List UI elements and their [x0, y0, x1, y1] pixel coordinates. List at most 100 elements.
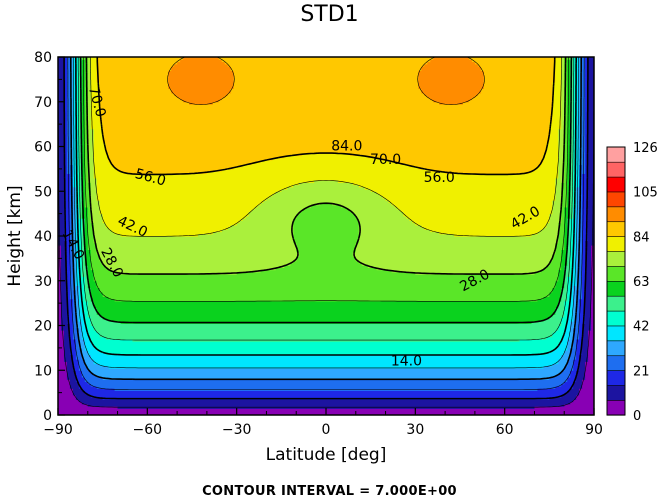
- contour-band-cell: [78, 399, 574, 403]
- contour-band-cell: [58, 222, 65, 226]
- contour-band-cell: [552, 88, 562, 92]
- contour-band-cell: [293, 236, 360, 239]
- contour-band-cell: [63, 150, 68, 154]
- contour-band-cell: [75, 159, 80, 163]
- contour-band-cell: [561, 90, 565, 94]
- contour-band-cell: [284, 155, 369, 159]
- contour-band-cell: [233, 74, 419, 78]
- contour-line-70: [85, 57, 567, 275]
- contour-band-cell: [585, 280, 592, 284]
- contour-band-cell: [75, 347, 83, 351]
- contour-band-cell: [585, 121, 589, 125]
- contour-band-cell: [299, 211, 354, 215]
- contour-band-cell: [427, 61, 476, 65]
- contour-band-cell: [75, 247, 80, 251]
- contour-band-cell: [72, 139, 77, 143]
- contour-band-cell: [66, 81, 71, 85]
- contour-band-cell: [81, 372, 95, 376]
- contour-band-cell: [69, 350, 77, 353]
- contour-band-cell: [561, 63, 565, 67]
- contour-band-cell: [90, 394, 562, 398]
- contour-band-cell: [78, 184, 83, 188]
- contour-band-cell: [87, 332, 101, 336]
- contour-band-cell: [102, 124, 550, 127]
- contour-band-cell: [84, 197, 92, 201]
- contour-band-cell: [87, 124, 92, 127]
- contour-band-cell: [331, 202, 393, 206]
- contour-band-cell: [78, 182, 83, 186]
- contour-band-cell: [555, 180, 565, 183]
- contour-band-cell: [573, 115, 577, 119]
- contour-band-cell: [81, 137, 86, 141]
- contour-band-cell: [570, 88, 574, 92]
- contour-band-cell: [567, 285, 571, 289]
- contour-band-cell: [582, 352, 589, 356]
- contour-band-cell: [75, 124, 80, 127]
- contour-band-cell: [570, 244, 574, 248]
- contour-band-cell: [570, 231, 574, 235]
- contour-band-cell: [84, 220, 89, 224]
- contour-band-cell: [63, 356, 74, 360]
- contour-band-cell: [66, 121, 71, 125]
- contour-band-cell: [567, 276, 574, 280]
- contour-band-cell: [555, 285, 565, 289]
- contour-band-cell: [588, 110, 594, 114]
- contour-band-cell: [561, 92, 565, 96]
- contour-band-cell: [579, 390, 594, 394]
- contour-band-cell: [78, 146, 83, 150]
- contour-band-cell: [72, 247, 77, 251]
- contour-band-cell: [552, 90, 562, 94]
- contour-band-cell: [573, 81, 577, 85]
- contour-band-cell: [570, 148, 574, 152]
- contour-band-cell: [561, 81, 565, 85]
- contour-band-cell: [72, 59, 77, 63]
- contour-band-cell: [564, 137, 568, 141]
- contour-band-cell: [63, 135, 68, 139]
- contour-band-cell: [78, 253, 83, 257]
- contour-band-cell: [63, 220, 71, 224]
- contour-band-cell: [78, 238, 83, 242]
- contour-band-cell: [58, 233, 65, 237]
- contour-band-cell: [72, 233, 77, 237]
- contour-band-cell: [567, 177, 571, 181]
- contour-band-cell: [58, 86, 65, 89]
- contour-band-cell: [564, 392, 580, 396]
- contour-band-cell: [582, 182, 589, 186]
- contour-band-cell: [108, 155, 285, 159]
- contour-band-cell: [570, 354, 577, 358]
- contour-band-cell: [585, 312, 592, 315]
- contour-band-cell: [385, 197, 556, 201]
- contour-band-cell: [534, 168, 559, 172]
- contour-band-cell: [78, 260, 83, 264]
- contour-band-cell: [570, 121, 574, 125]
- contour-band-cell: [552, 83, 562, 87]
- contour-band-cell: [78, 368, 89, 371]
- contour-band-cell: [582, 276, 586, 280]
- contour-band-cell: [90, 193, 98, 197]
- contour-band-cell: [75, 157, 80, 161]
- contour-band-cell: [582, 204, 589, 208]
- contour-band-cell: [81, 139, 86, 143]
- contour-band-cell: [58, 327, 62, 331]
- contour-band-cell: [66, 265, 71, 268]
- contour-band-cell: [591, 294, 594, 298]
- contour-band-cell: [576, 233, 580, 237]
- contour-band-cell: [588, 144, 594, 148]
- contour-band-cell: [189, 101, 214, 105]
- contour-band-cell: [588, 180, 594, 183]
- contour-band-cell: [72, 390, 86, 394]
- contour-band-cell: [573, 399, 594, 403]
- contour-band-cell: [564, 153, 568, 157]
- contour-band-cell: [561, 211, 565, 215]
- contour-band-cell: [573, 260, 577, 264]
- contour-band-cell: [108, 157, 274, 161]
- contour-band-cell: [102, 291, 550, 295]
- contour-band-cell: [358, 218, 410, 221]
- contour-band-cell: [72, 72, 77, 76]
- contour-band-cell: [579, 303, 586, 306]
- contour-band-cell: [588, 182, 594, 186]
- contour-band-cell: [96, 309, 556, 313]
- contour-band-cell: [561, 318, 568, 322]
- contour-band-cell: [96, 63, 175, 67]
